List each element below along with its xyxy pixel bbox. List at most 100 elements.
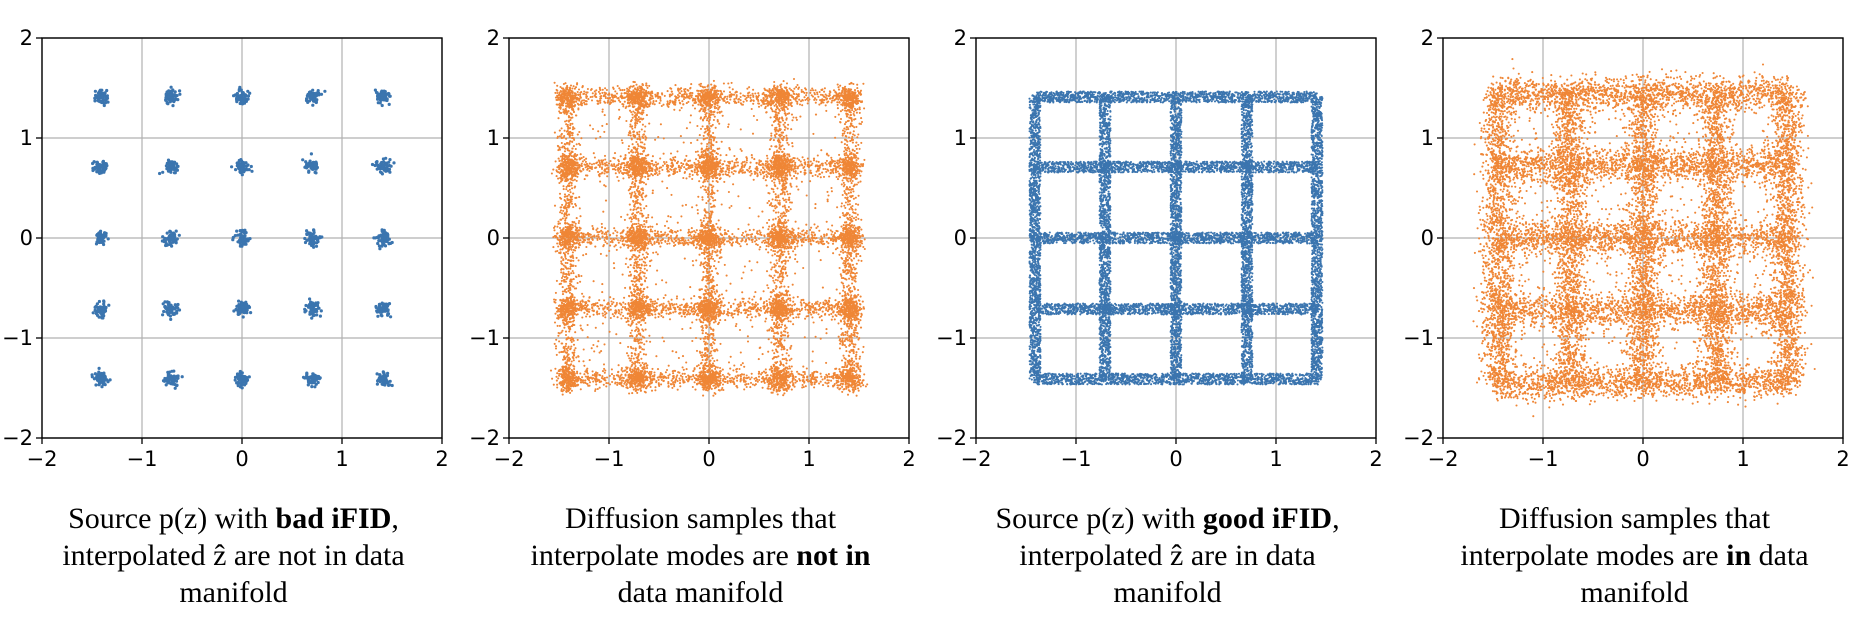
scatter-point: [174, 241, 178, 245]
scatter-point: [556, 249, 559, 253]
scatter-point: [247, 168, 251, 172]
scatter-point: [241, 382, 245, 386]
scatter-point: [304, 160, 308, 164]
scatter-point: [651, 225, 654, 228]
scatter-point: [719, 319, 722, 322]
scatter-point: [624, 302, 627, 306]
scatter-point: [566, 242, 569, 245]
scatter-point: [305, 229, 309, 233]
scatter-point: [174, 229, 178, 233]
scatter-point: [381, 163, 385, 168]
scatter-point: [631, 245, 634, 248]
scatter-point: [175, 237, 179, 241]
scatter-point: [102, 373, 106, 377]
scatter-point: [100, 305, 104, 309]
scatter-point: [709, 92, 712, 95]
scatter-point: [247, 375, 251, 379]
scatter-point: [313, 308, 317, 312]
scatter-point: [379, 307, 383, 311]
scatter-point: [175, 383, 179, 387]
scatter-point: [644, 175, 647, 178]
scatter-point: [769, 374, 772, 377]
scatter-point: [628, 86, 631, 89]
scatter-point: [177, 233, 181, 237]
scatter-point: [384, 302, 388, 306]
scatter-point: [166, 158, 171, 162]
scatter-point: [629, 244, 632, 247]
scatter-point: [566, 157, 569, 160]
scatter-point: [790, 365, 793, 368]
scatter-point: [575, 179, 578, 182]
scatter-point: [164, 164, 168, 168]
scatter-point: [711, 100, 714, 103]
scatter-point: [97, 380, 101, 384]
scatter-point: [239, 232, 243, 236]
scatter-point: [653, 103, 656, 106]
scatter-point: [559, 315, 563, 318]
scatter-point: [558, 372, 561, 375]
scatter-point: [311, 301, 315, 305]
caption-panel-1: Source p(z) with bad iFID, interpolated …: [0, 500, 467, 611]
scatter-point: [558, 369, 561, 373]
scatter-point: [98, 88, 102, 92]
scatter-point: [94, 383, 98, 387]
scatter-point: [569, 391, 572, 394]
scatter-point: [315, 375, 320, 380]
scatter-point: [551, 377, 554, 380]
scatter-point: [375, 235, 379, 239]
scatter-point: [313, 161, 317, 165]
scatter-point: [318, 376, 322, 380]
x-tick-label: 2: [435, 447, 448, 471]
scatter-point: [701, 85, 704, 88]
scatter-point: [308, 159, 312, 163]
scatter-point: [246, 94, 251, 98]
scatter-point: [693, 107, 697, 110]
scatter-point: [631, 298, 634, 301]
scatter-point: [380, 379, 385, 383]
caption-line-1: Source p(z) with bad iFID,: [0, 500, 467, 537]
scatter-point: [561, 248, 564, 251]
scatter-point: [234, 307, 238, 312]
scatter-point: [94, 304, 98, 308]
scatter-point: [171, 378, 175, 382]
scatter-point: [626, 161, 629, 164]
scatter-point: [301, 375, 306, 379]
scatter-point: [91, 161, 95, 166]
scatter-point: [162, 240, 166, 244]
scatter-point: [305, 232, 309, 236]
scatter-point: [171, 104, 175, 108]
scatter-point: [716, 89, 719, 92]
scatter-point: [559, 248, 562, 251]
scatter-point: [97, 299, 101, 304]
scatter-point: [558, 102, 561, 105]
scatter-point: [375, 382, 379, 386]
scatter-point: [161, 302, 165, 306]
scatter-point: [557, 171, 560, 174]
scatter-point: [556, 317, 559, 320]
scatter-point: [317, 93, 321, 97]
scatter-point: [323, 89, 327, 93]
scatter-point: [719, 94, 722, 97]
scatter-point: [573, 377, 576, 380]
scatter-point: [564, 82, 567, 85]
scatter-point: [390, 383, 394, 388]
scatter-point: [307, 90, 312, 94]
scatter-point: [718, 105, 721, 108]
scatter-point: [384, 239, 388, 243]
scatter-point: [578, 235, 581, 238]
scatter-point: [304, 303, 308, 308]
scatter-point: [389, 315, 393, 319]
scatter-point: [247, 304, 251, 308]
scatter-point: [561, 382, 564, 385]
scatter-point: [559, 95, 562, 98]
scatter-point: [705, 104, 708, 108]
scatter-point: [243, 228, 247, 232]
scatter-point: [556, 314, 559, 317]
scatter-point: [565, 365, 568, 368]
scatter-point: [166, 237, 170, 241]
scatter-point: [712, 394, 715, 397]
scatter-point: [636, 306, 639, 309]
scatter-point: [555, 379, 558, 382]
